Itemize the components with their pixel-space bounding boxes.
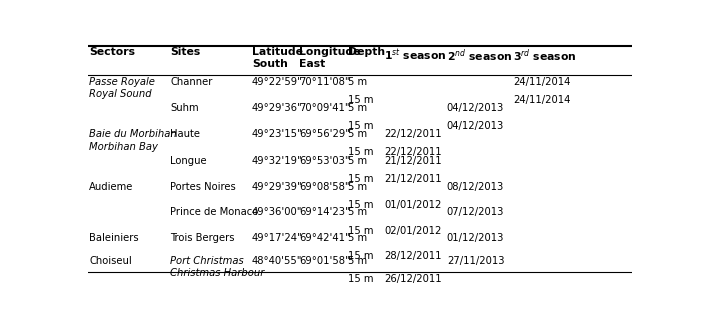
Text: 1$^{st}$ season: 1$^{st}$ season bbox=[384, 47, 447, 63]
Text: 15 m: 15 m bbox=[347, 95, 373, 105]
Text: 2$^{nd}$ season: 2$^{nd}$ season bbox=[447, 47, 512, 64]
Text: Suhm: Suhm bbox=[171, 103, 199, 113]
Text: 01/12/2013: 01/12/2013 bbox=[447, 233, 504, 243]
Text: 49°17'24": 49°17'24" bbox=[252, 233, 303, 243]
Text: 49°32'19": 49°32'19" bbox=[252, 156, 303, 166]
Text: 5 m: 5 m bbox=[347, 233, 367, 243]
Text: 5 m: 5 m bbox=[347, 103, 367, 113]
Text: 01/01/2012: 01/01/2012 bbox=[384, 200, 442, 210]
Text: 69°42'41": 69°42'41" bbox=[299, 233, 350, 243]
Text: 5 m: 5 m bbox=[347, 77, 367, 87]
Text: 3$^{rd}$ season: 3$^{rd}$ season bbox=[513, 47, 577, 64]
Text: 15 m: 15 m bbox=[347, 200, 373, 210]
Text: 24/11/2014: 24/11/2014 bbox=[513, 95, 571, 105]
Text: 49°22'59": 49°22'59" bbox=[252, 77, 303, 87]
Text: 49°23'15": 49°23'15" bbox=[252, 129, 303, 139]
Text: Audieme: Audieme bbox=[89, 182, 134, 192]
Text: 04/12/2013: 04/12/2013 bbox=[447, 121, 504, 131]
Text: 70°09'41": 70°09'41" bbox=[299, 103, 350, 113]
Text: Baleiniers: Baleiniers bbox=[89, 233, 139, 243]
Text: 5 m: 5 m bbox=[347, 256, 367, 266]
Text: 15 m: 15 m bbox=[347, 274, 373, 284]
Text: 21/12/2011: 21/12/2011 bbox=[384, 174, 442, 184]
Text: 69°56'29": 69°56'29" bbox=[299, 129, 350, 139]
Text: 5 m: 5 m bbox=[347, 208, 367, 218]
Text: Longue: Longue bbox=[171, 156, 207, 166]
Text: Depth: Depth bbox=[347, 47, 385, 57]
Text: 22/12/2011: 22/12/2011 bbox=[384, 129, 442, 139]
Text: 15 m: 15 m bbox=[347, 251, 373, 261]
Text: Sites: Sites bbox=[171, 47, 201, 57]
Text: 15 m: 15 m bbox=[347, 226, 373, 236]
Text: 15 m: 15 m bbox=[347, 174, 373, 184]
Text: Latitude
South: Latitude South bbox=[252, 47, 303, 69]
Text: 28/12/2011: 28/12/2011 bbox=[384, 251, 442, 261]
Text: Sectors: Sectors bbox=[89, 47, 135, 57]
Text: 02/01/2012: 02/01/2012 bbox=[384, 226, 442, 236]
Text: 5 m: 5 m bbox=[347, 129, 367, 139]
Text: 21/12/2011: 21/12/2011 bbox=[384, 156, 442, 166]
Text: Trois Bergers: Trois Bergers bbox=[171, 233, 235, 243]
Text: 70°11'08": 70°11'08" bbox=[299, 77, 350, 87]
Text: 69°14'23": 69°14'23" bbox=[299, 208, 350, 218]
Text: 15 m: 15 m bbox=[347, 121, 373, 131]
Text: 04/12/2013: 04/12/2013 bbox=[447, 103, 504, 113]
Text: Prince de Monaco: Prince de Monaco bbox=[171, 208, 259, 218]
Text: 5 m: 5 m bbox=[347, 156, 367, 166]
Text: 49°29'39": 49°29'39" bbox=[252, 182, 303, 192]
Text: 24/11/2014: 24/11/2014 bbox=[513, 77, 571, 87]
Text: Choiseul: Choiseul bbox=[89, 256, 132, 266]
Text: 07/12/2013: 07/12/2013 bbox=[447, 208, 504, 218]
Text: 15 m: 15 m bbox=[347, 147, 373, 157]
Text: Baie du Morbihan
Morbihan Bay: Baie du Morbihan Morbihan Bay bbox=[89, 129, 177, 151]
Text: 08/12/2013: 08/12/2013 bbox=[447, 182, 504, 192]
Text: Port Christmas
Christmas Harbour: Port Christmas Christmas Harbour bbox=[171, 256, 265, 278]
Text: Longitude
East: Longitude East bbox=[299, 47, 360, 69]
Text: 49°36'00": 49°36'00" bbox=[252, 208, 303, 218]
Text: Passe Royale
Royal Sound: Passe Royale Royal Sound bbox=[89, 77, 155, 99]
Text: Portes Noires: Portes Noires bbox=[171, 182, 236, 192]
Text: Haute: Haute bbox=[171, 129, 201, 139]
Text: 48°40'55": 48°40'55" bbox=[252, 256, 303, 266]
Text: 26/12/2011: 26/12/2011 bbox=[384, 274, 442, 284]
Text: 69°53'03": 69°53'03" bbox=[299, 156, 350, 166]
Text: 49°29'36": 49°29'36" bbox=[252, 103, 303, 113]
Text: 69°08'58": 69°08'58" bbox=[299, 182, 350, 192]
Text: 22/12/2011: 22/12/2011 bbox=[384, 147, 442, 157]
Text: 27/11/2013: 27/11/2013 bbox=[447, 256, 504, 266]
Text: 69°01'58": 69°01'58" bbox=[299, 256, 350, 266]
Text: 5 m: 5 m bbox=[347, 182, 367, 192]
Text: Channer: Channer bbox=[171, 77, 213, 87]
